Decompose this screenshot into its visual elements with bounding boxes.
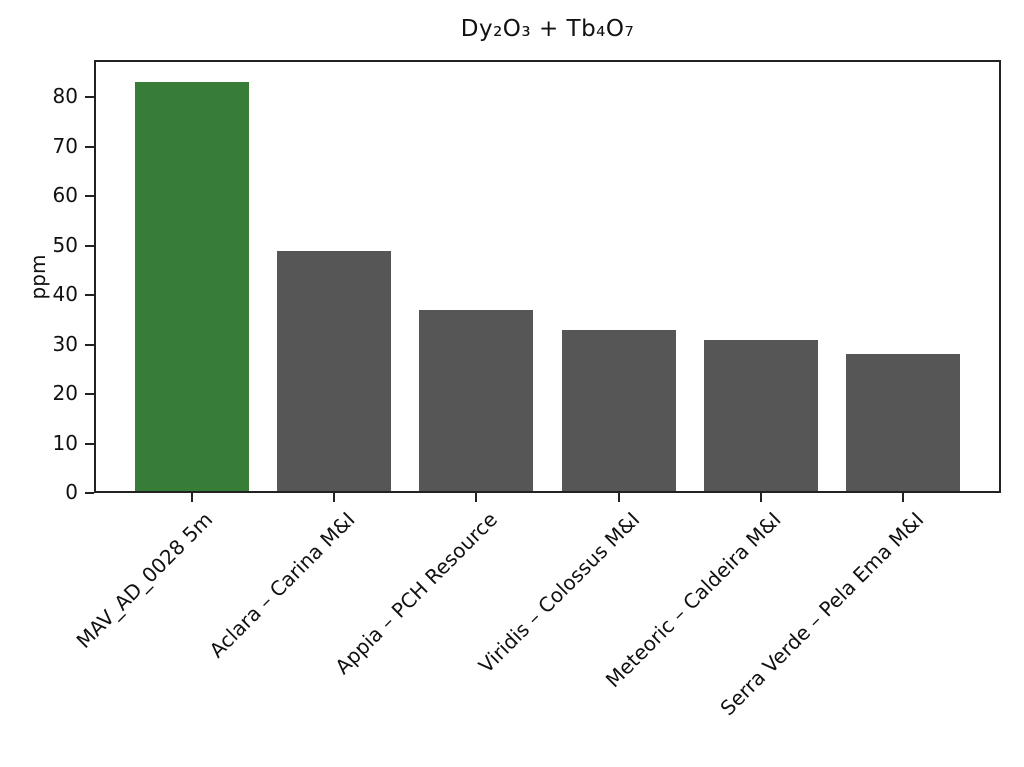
bar (135, 82, 250, 491)
y-axis-tick (85, 492, 94, 494)
y-axis-tick (85, 145, 94, 148)
y-axis-tick (85, 442, 94, 445)
bar (419, 310, 534, 491)
y-axis-tick (85, 195, 94, 198)
y-axis-tick (85, 244, 94, 247)
y-axis-tick-label: 20 (52, 381, 78, 406)
y-axis-tick-label: 40 (52, 282, 78, 307)
x-axis-tick (475, 493, 478, 502)
x-axis-tick-label: Viridis – Colossus M&I (473, 507, 644, 678)
x-axis-tick-label: Aclara – Carina M&I (204, 507, 360, 663)
x-axis-tick-label: Appia – PCH Resource (330, 507, 502, 679)
y-axis-tick (85, 96, 94, 99)
y-axis-tick-label: 70 (52, 133, 78, 158)
x-axis-tick (333, 493, 336, 502)
bar (703, 340, 818, 491)
y-axis-tick (85, 393, 94, 396)
x-axis-tick (191, 493, 194, 502)
x-axis-tick (759, 493, 762, 502)
y-axis-tick (85, 343, 94, 346)
x-axis-tick-label: MAV_AD_0028 5m (71, 507, 218, 653)
y-axis-tick-label: 10 (52, 430, 78, 455)
bar (561, 330, 676, 491)
y-axis-tick (85, 294, 94, 297)
y-axis-tick-label: 30 (52, 331, 78, 356)
chart-title: Dy₂O₃ + Tb₄O₇ (460, 16, 635, 42)
y-axis-tick-label: 60 (52, 183, 78, 208)
bar (845, 354, 960, 491)
x-axis-tick (901, 493, 904, 502)
y-axis-tick-label: 0 (65, 480, 78, 504)
bar (277, 251, 392, 491)
y-axis-tick-label: 50 (52, 232, 78, 257)
x-axis-tick (617, 493, 620, 502)
y-axis-tick-label: 80 (52, 84, 78, 109)
